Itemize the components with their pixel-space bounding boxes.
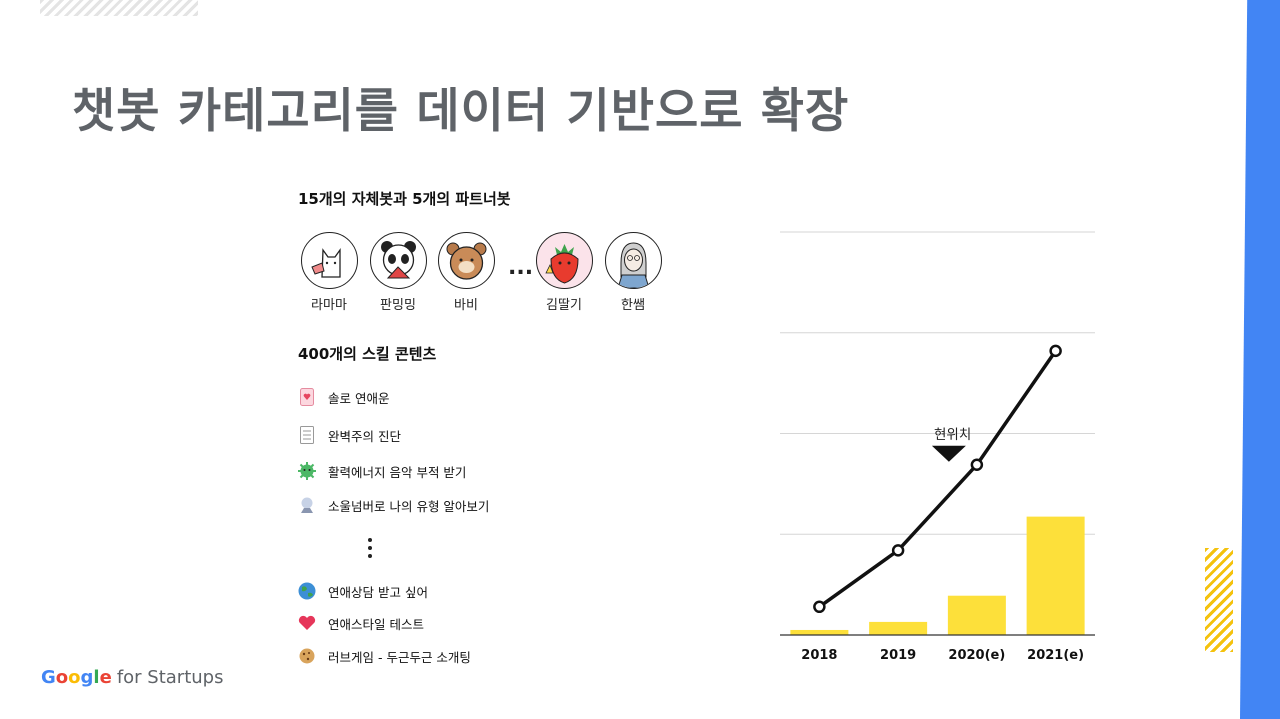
bear-icon [437, 232, 495, 289]
skill-label: 연애상담 받고 싶어 [328, 584, 428, 600]
bot-item: 바비 [431, 232, 501, 313]
for-startups-text: for Startups [116, 667, 224, 688]
bots-heading: 15개의 자체봇과 5개의 파트너봇 [298, 190, 511, 208]
skill-item: 연애상담 받고 싶어 [298, 581, 428, 601]
skill-label: 러브게임 - 두근두근 소개팅 [328, 649, 471, 665]
google-wordmark: Google [41, 667, 112, 688]
chart-bars [790, 516, 1085, 635]
skill-label: 활력에너지 음악 부적 받기 [328, 464, 467, 480]
crystal-ball-icon [298, 496, 316, 514]
cookie-icon [298, 647, 316, 665]
trend-points [813, 344, 1062, 614]
skill-item: 솔로 연애운 [298, 387, 389, 407]
teacher-icon [604, 232, 662, 289]
bot-item: 한쌤 [598, 232, 668, 313]
decorative-hatch [40, 0, 198, 16]
virus-icon [298, 462, 316, 480]
more-skills-dots [368, 538, 374, 562]
x-axis-labels: 2018 2019 2020(e) 2021(e) [801, 648, 1084, 663]
bot-item: 판밍밍 [363, 232, 433, 313]
bot-name: 김딸기 [546, 298, 582, 313]
bot-name: 라마마 [311, 298, 347, 313]
chart-grid [780, 231, 1095, 535]
trend-point [970, 458, 984, 471]
checklist-icon [298, 426, 316, 444]
brand-stripe [1240, 0, 1280, 719]
chart-bar [869, 621, 928, 635]
chart-bar [790, 629, 849, 635]
heart-icon [298, 614, 316, 632]
skill-item: 러브게임 - 두근두근 소개팅 [298, 646, 471, 666]
skills-heading: 400개의 스킬 콘텐츠 [298, 345, 437, 363]
chart-bar [1026, 516, 1085, 635]
bot-name: 한쌤 [621, 298, 645, 313]
x-tick-label: 2019 [880, 648, 916, 663]
more-bots-ellipsis: ... [508, 255, 534, 280]
skill-item: 소울넘버로 나의 유형 알아보기 [298, 495, 489, 515]
skill-item: 활력에너지 음악 부적 받기 [298, 461, 466, 481]
trend-point [813, 600, 826, 614]
current-position-marker [931, 445, 966, 462]
x-tick-label: 2018 [801, 648, 837, 663]
growth-chart: 2018 2019 2020(e) 2021(e) [780, 231, 1095, 663]
globe-icon [298, 582, 316, 600]
bot-name: 판밍밍 [380, 298, 416, 313]
panda-icon [369, 232, 427, 289]
skill-label: 연애스타일 테스트 [328, 616, 424, 632]
trend-point [891, 544, 905, 557]
card-icon [298, 388, 316, 406]
cat-icon [300, 232, 358, 289]
skill-label: 완벽주의 진단 [328, 428, 401, 444]
skill-item: 연애스타일 테스트 [298, 613, 424, 633]
skill-label: 소울넘버로 나의 유형 알아보기 [328, 498, 490, 514]
bot-item: 라마마 [294, 232, 364, 313]
x-tick-label: 2021(e) [1027, 648, 1084, 663]
google-for-startups-logo: Google for Startups [41, 667, 223, 688]
chart-bar [947, 595, 1006, 635]
skill-item: 완벽주의 진단 [298, 425, 401, 445]
strawberry-icon [535, 232, 593, 289]
skill-label: 솔로 연애운 [328, 390, 390, 406]
decorative-hatch-yellow [1205, 548, 1233, 652]
slide-title: 챗봇 카테고리를 데이터 기반으로 확장 [72, 84, 850, 139]
x-tick-label: 2020(e) [948, 648, 1005, 663]
current-position-label: 현위치 [934, 427, 972, 443]
trend-point [1049, 344, 1062, 358]
bot-name: 바비 [454, 298, 478, 313]
trend-line [818, 349, 1058, 609]
bot-item: 김딸기 [529, 232, 599, 313]
